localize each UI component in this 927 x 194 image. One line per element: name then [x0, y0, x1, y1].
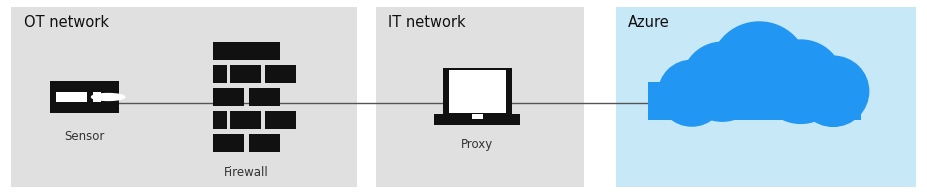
- FancyBboxPatch shape: [443, 68, 512, 114]
- FancyBboxPatch shape: [213, 88, 244, 106]
- Text: OT network: OT network: [24, 15, 109, 30]
- FancyBboxPatch shape: [213, 134, 244, 152]
- Ellipse shape: [758, 40, 843, 123]
- FancyBboxPatch shape: [94, 92, 101, 102]
- FancyBboxPatch shape: [450, 70, 505, 113]
- FancyBboxPatch shape: [50, 81, 120, 113]
- FancyBboxPatch shape: [57, 92, 87, 102]
- FancyBboxPatch shape: [265, 65, 297, 83]
- FancyBboxPatch shape: [248, 134, 280, 152]
- FancyBboxPatch shape: [10, 7, 357, 187]
- Text: IT network: IT network: [387, 15, 465, 30]
- FancyBboxPatch shape: [648, 82, 861, 120]
- Circle shape: [92, 94, 125, 100]
- FancyBboxPatch shape: [435, 114, 520, 125]
- FancyBboxPatch shape: [616, 7, 917, 187]
- FancyBboxPatch shape: [375, 7, 584, 187]
- Ellipse shape: [682, 42, 762, 121]
- FancyBboxPatch shape: [213, 111, 227, 129]
- Text: Proxy: Proxy: [462, 138, 493, 151]
- FancyBboxPatch shape: [265, 111, 297, 129]
- Ellipse shape: [710, 22, 808, 119]
- FancyBboxPatch shape: [213, 65, 227, 83]
- FancyBboxPatch shape: [230, 111, 260, 129]
- Text: Sensor: Sensor: [64, 130, 105, 144]
- Text: Firewall: Firewall: [224, 166, 269, 179]
- FancyBboxPatch shape: [472, 114, 483, 119]
- Text: Azure: Azure: [628, 15, 670, 30]
- FancyBboxPatch shape: [248, 88, 280, 106]
- Ellipse shape: [798, 56, 869, 126]
- Ellipse shape: [658, 60, 725, 126]
- FancyBboxPatch shape: [230, 65, 260, 83]
- FancyBboxPatch shape: [213, 42, 280, 60]
